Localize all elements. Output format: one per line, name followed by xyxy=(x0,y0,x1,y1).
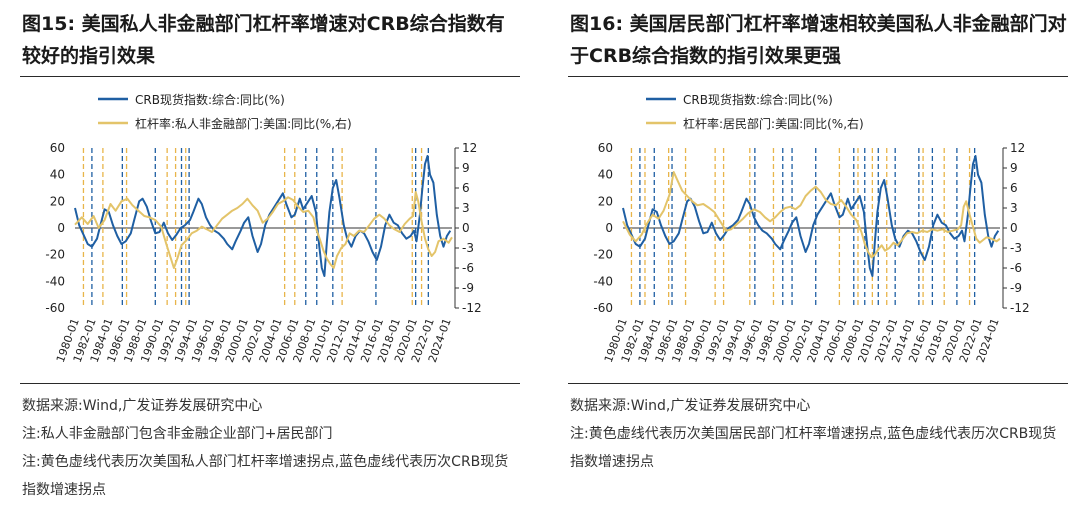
notes: 数据来源:Wind,广发证券发展研究中心 注:黄色虚线代表历次美国居民部门杠杆率… xyxy=(570,392,1070,476)
y-right-tick-label: 0 xyxy=(1010,221,1018,235)
y-right-tick-label: -6 xyxy=(462,261,474,275)
source-line: 数据来源:Wind,广发证券发展研究中心 xyxy=(22,398,263,414)
figure-title: 图15: 美国私人非金融部门杠杆率增速对CRB综合指数有较好的指引效果 xyxy=(22,8,522,72)
y-left-tick-label: 20 xyxy=(50,194,65,208)
series-line-leverage xyxy=(622,171,1001,259)
y-left-tick-label: 40 xyxy=(598,168,613,182)
y-left-tick-label: 40 xyxy=(50,168,65,182)
y-right-tick-label: -12 xyxy=(1010,301,1030,315)
figure-number: 图16: xyxy=(570,13,624,35)
bottom-rule xyxy=(20,383,520,384)
y-left-tick-label: -40 xyxy=(593,274,613,288)
y-left-tick-label: 0 xyxy=(605,221,613,235)
figure-title-text: 美国私人非金融部门杠杆率增速对CRB综合指数有较好的指引效果 xyxy=(22,13,505,67)
y-left-tick-label: -20 xyxy=(45,248,65,262)
y-left-tick-label: 0 xyxy=(57,221,65,235)
y-right-tick-label: -3 xyxy=(462,241,474,255)
legend-label-leverage: 杠杆率:居民部门:美国:同比(%,右) xyxy=(683,116,864,131)
y-left-tick-label: -40 xyxy=(45,274,65,288)
y-right-tick-label: 12 xyxy=(1010,141,1025,155)
y-right-tick-label: 9 xyxy=(1010,161,1018,175)
chart-figure-15: CRB现货指数:综合:同比(%) 杠杆率:私人非金融部门:美国:同比(%,右) … xyxy=(45,92,482,364)
y-right-tick-label: 3 xyxy=(1010,201,1018,215)
figure-title-text: 美国居民部门杠杆率增速相较美国私人非金融部门对于CRB综合指数的指引效果更强 xyxy=(570,13,1067,67)
y-left-tick-label: 60 xyxy=(598,141,613,155)
series-line-leverage xyxy=(74,191,453,269)
figure-title: 图16: 美国居民部门杠杆率增速相较美国私人非金融部门对于CRB综合指数的指引效… xyxy=(570,8,1070,72)
y-right-tick-label: -6 xyxy=(1010,261,1022,275)
y-right-tick-label: -9 xyxy=(1010,281,1022,295)
note-line: 注:私人非金融部门包含非金融企业部门+居民部门 xyxy=(22,426,333,442)
note-line: 注:黄色虚线代表历次美国居民部门杠杆率增速拐点,蓝色虚线代表历次CRB现货指数增… xyxy=(570,426,1057,470)
note-line: 注:黄色虚线代表历次美国私人部门杠杆率增速拐点,蓝色虚线代表历次CRB现货指数增… xyxy=(22,454,509,498)
y-right-tick-label: -3 xyxy=(1010,241,1022,255)
y-left-tick-label: -20 xyxy=(593,248,613,262)
y-right-tick-label: 9 xyxy=(462,161,470,175)
top-rule xyxy=(568,76,1068,77)
y-right-tick-label: -9 xyxy=(462,281,474,295)
legend-label-leverage: 杠杆率:私人非金融部门:美国:同比(%,右) xyxy=(135,116,352,131)
y-right-tick-label: 0 xyxy=(462,221,470,235)
y-left-tick-label: -60 xyxy=(45,301,65,315)
y-left-tick-label: 60 xyxy=(50,141,65,155)
legend-label-crb: CRB现货指数:综合:同比(%) xyxy=(683,92,833,107)
y-left-tick-label: 20 xyxy=(598,194,613,208)
figure-16: 图16: 美国居民部门杠杆率增速相较美国私人非金融部门对于CRB综合指数的指引效… xyxy=(548,0,1078,530)
y-right-tick-label: 12 xyxy=(462,141,477,155)
y-right-tick-label: 6 xyxy=(1010,181,1018,195)
chart-figure-16: CRB现货指数:综合:同比(%) 杠杆率:居民部门:美国:同比(%,右) 604… xyxy=(593,92,1030,364)
y-right-tick-label: -12 xyxy=(462,301,482,315)
bottom-rule xyxy=(568,383,1068,384)
notes: 数据来源:Wind,广发证券发展研究中心 注:私人非金融部门包含非金融企业部门+… xyxy=(22,392,522,504)
figure-15: 图15: 美国私人非金融部门杠杆率增速对CRB综合指数有较好的指引效果 CRB现… xyxy=(0,0,530,530)
series-line-crb xyxy=(74,155,452,277)
y-right-tick-label: 6 xyxy=(462,181,470,195)
y-right-tick-label: 3 xyxy=(462,201,470,215)
source-line: 数据来源:Wind,广发证券发展研究中心 xyxy=(570,398,811,414)
legend-label-crb: CRB现货指数:综合:同比(%) xyxy=(135,92,285,107)
figure-number: 图15: xyxy=(22,13,76,35)
top-rule xyxy=(20,76,520,77)
series-line-crb xyxy=(622,155,1000,277)
y-left-tick-label: -60 xyxy=(593,301,613,315)
